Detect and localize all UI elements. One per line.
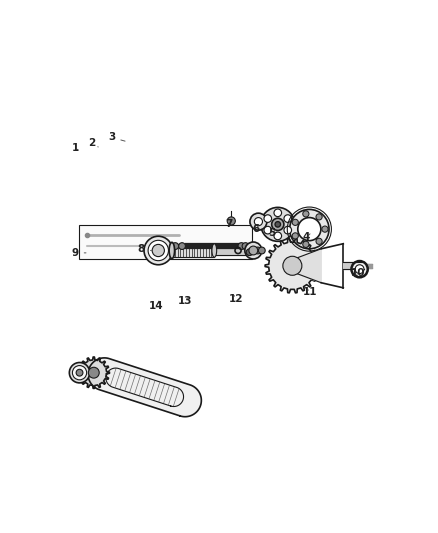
Circle shape — [249, 246, 258, 255]
Circle shape — [245, 242, 262, 259]
Text: 5: 5 — [268, 228, 276, 238]
Circle shape — [264, 227, 272, 234]
Circle shape — [275, 222, 280, 227]
Circle shape — [274, 209, 282, 216]
Circle shape — [238, 243, 245, 249]
Text: 14: 14 — [149, 301, 164, 311]
Circle shape — [322, 226, 328, 232]
Text: 10: 10 — [351, 268, 365, 278]
Polygon shape — [106, 368, 184, 407]
Circle shape — [254, 217, 262, 225]
Text: 13: 13 — [177, 296, 192, 306]
Circle shape — [303, 241, 309, 247]
Polygon shape — [172, 244, 214, 257]
Circle shape — [179, 243, 185, 249]
Circle shape — [242, 243, 249, 249]
Circle shape — [172, 243, 179, 249]
Circle shape — [303, 211, 309, 217]
Circle shape — [292, 219, 298, 225]
Circle shape — [258, 247, 265, 254]
Polygon shape — [88, 358, 201, 417]
Circle shape — [272, 218, 284, 230]
Text: 2: 2 — [88, 138, 98, 148]
Circle shape — [298, 217, 321, 241]
Text: 12: 12 — [229, 294, 243, 304]
Ellipse shape — [169, 243, 175, 259]
Circle shape — [283, 256, 302, 275]
Circle shape — [72, 366, 87, 380]
Circle shape — [292, 233, 298, 239]
Circle shape — [316, 214, 322, 220]
Polygon shape — [364, 264, 372, 268]
Text: 6: 6 — [252, 224, 259, 234]
Circle shape — [261, 207, 295, 241]
Polygon shape — [343, 262, 364, 269]
Circle shape — [284, 215, 292, 222]
Polygon shape — [293, 249, 321, 282]
Circle shape — [250, 213, 267, 230]
Circle shape — [254, 247, 261, 254]
Text: 8: 8 — [138, 245, 152, 254]
Circle shape — [246, 249, 253, 256]
Circle shape — [284, 227, 292, 234]
Text: 3: 3 — [108, 133, 125, 142]
Text: 7: 7 — [225, 219, 232, 229]
Ellipse shape — [212, 244, 217, 257]
Text: 4: 4 — [303, 232, 310, 243]
Text: 11: 11 — [303, 287, 318, 297]
Circle shape — [144, 236, 173, 265]
Circle shape — [274, 232, 282, 240]
Circle shape — [316, 238, 322, 245]
Polygon shape — [265, 239, 320, 293]
Circle shape — [152, 245, 164, 256]
Polygon shape — [78, 357, 110, 389]
Circle shape — [290, 209, 329, 249]
Circle shape — [264, 215, 272, 222]
Circle shape — [148, 240, 169, 261]
Circle shape — [351, 261, 368, 277]
Circle shape — [88, 367, 99, 378]
Bar — [78, 225, 251, 259]
Circle shape — [227, 217, 235, 225]
Polygon shape — [212, 246, 251, 255]
Circle shape — [355, 265, 364, 273]
Text: 1: 1 — [71, 143, 79, 152]
Circle shape — [76, 369, 83, 376]
Circle shape — [69, 362, 90, 383]
Text: 9: 9 — [71, 248, 86, 258]
